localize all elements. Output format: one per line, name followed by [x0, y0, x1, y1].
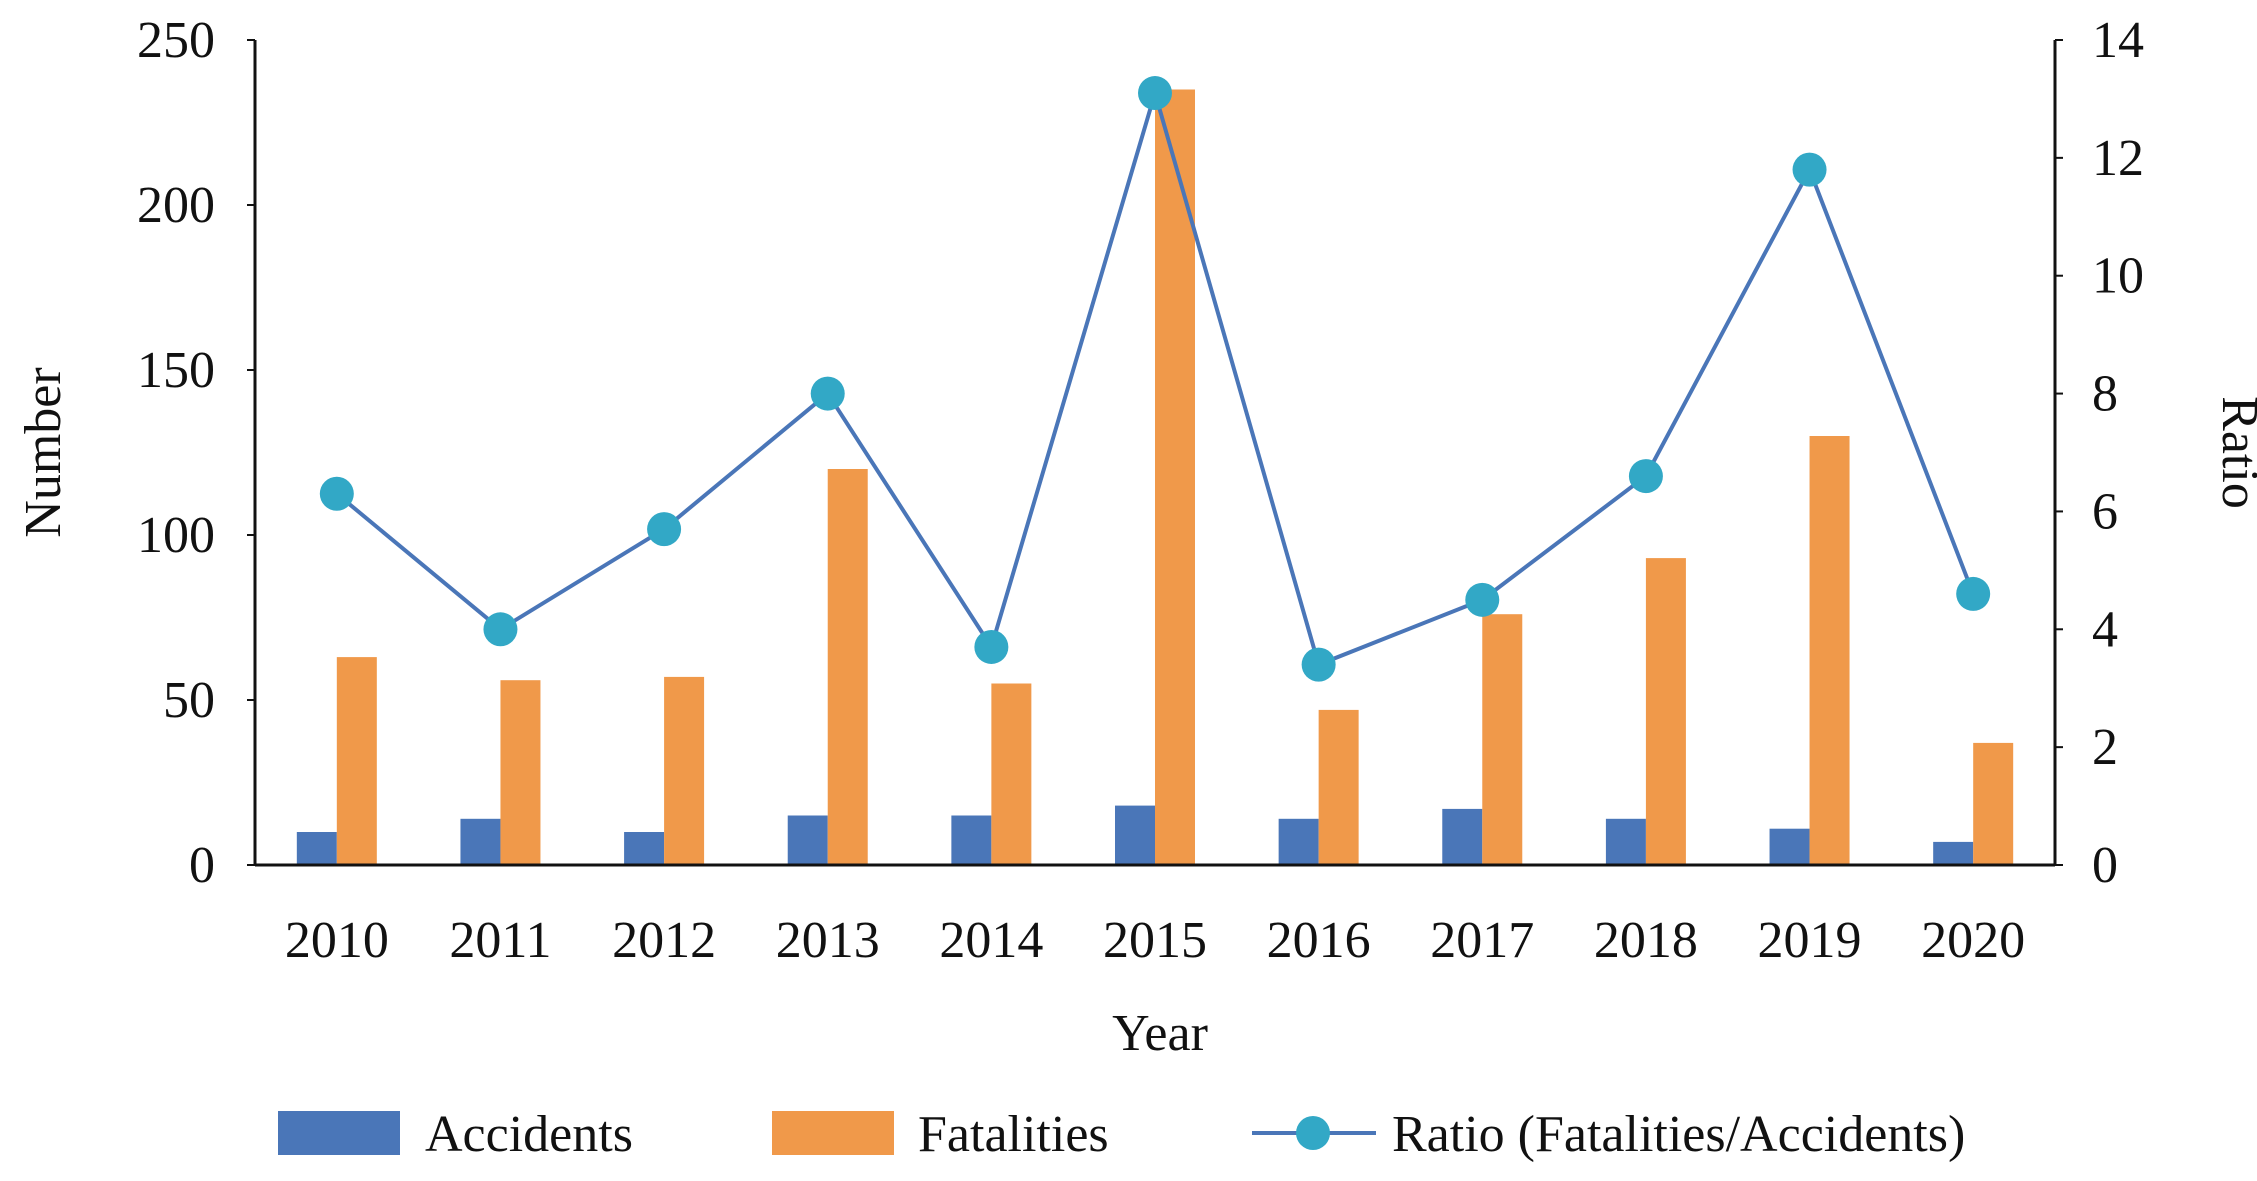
bar-fatalities-2020 — [1973, 742, 2014, 865]
legend-label-ratio: Ratio (Fatalities/Accidents) — [1392, 1106, 1965, 1163]
legend-label-fatalities: Fatalities — [918, 1106, 1109, 1163]
right-tick-label-0: 0 — [2092, 837, 2118, 894]
ratio-point-2011 — [483, 612, 518, 647]
x-tick-label-2014: 2014 — [939, 912, 1043, 969]
ratio-point-2016 — [1301, 647, 1336, 682]
legend-marker-ratio — [1296, 1116, 1330, 1150]
right-tick-label-10: 10 — [2092, 248, 2144, 305]
x-tick-label-2017: 2017 — [1430, 912, 1534, 969]
bar-fatalities-2016 — [1318, 709, 1359, 865]
left-tick-label-50: 50 — [163, 672, 215, 729]
ratio-point-2010 — [319, 476, 354, 511]
right-tick-label-12: 12 — [2092, 130, 2144, 187]
x-tick-label-2010: 2010 — [285, 912, 389, 969]
bar-accidents-2015 — [1115, 805, 1155, 865]
bar-accidents-2019 — [1769, 828, 1810, 865]
legend-swatch-accidents — [278, 1111, 400, 1155]
bar-accidents-2020 — [1933, 841, 1974, 865]
x-tick-label-2015: 2015 — [1103, 912, 1207, 969]
bar-fatalities-2012 — [664, 676, 705, 865]
left-tick-label-250: 250 — [137, 12, 215, 69]
right-tick-label-14: 14 — [2092, 12, 2144, 69]
bar-accidents-2012 — [624, 832, 665, 865]
bar-fatalities-2014 — [991, 683, 1032, 865]
bar-accidents-2014 — [951, 815, 992, 865]
bar-fatalities-2013 — [827, 469, 868, 865]
x-tick-label-2018: 2018 — [1594, 912, 1698, 969]
ratio-point-2013 — [810, 376, 845, 411]
ratio-point-2014 — [974, 629, 1009, 664]
bar-fatalities-2019 — [1809, 436, 1850, 865]
x-tick-label-2011: 2011 — [449, 912, 551, 969]
x-axis-title: Year — [1112, 1005, 1208, 1062]
bar-accidents-2011 — [460, 818, 501, 865]
x-tick-label-2019: 2019 — [1758, 912, 1862, 969]
bar-fatalities-2010 — [336, 657, 377, 865]
left-tick-label-0: 0 — [189, 837, 215, 894]
bar-fatalities-2018 — [1645, 558, 1686, 865]
x-tick-label-2013: 2013 — [776, 912, 880, 969]
left-tick-label-100: 100 — [137, 507, 215, 564]
ratio-point-2018 — [1628, 459, 1663, 494]
right-tick-label-8: 8 — [2092, 366, 2118, 423]
bar-fatalities-2015 — [1155, 89, 1195, 865]
legend-label-accidents: Accidents — [425, 1106, 633, 1163]
ratio-point-2012 — [647, 512, 682, 547]
x-tick-label-2020: 2020 — [1921, 912, 2025, 969]
bar-accidents-2018 — [1605, 818, 1646, 865]
right-tick-label-6: 6 — [2092, 483, 2118, 540]
ratio-point-2017 — [1465, 582, 1500, 617]
legend-swatch-fatalities — [772, 1111, 894, 1155]
right-tick-label-2: 2 — [2092, 719, 2118, 776]
y-axis-title: Number — [15, 367, 72, 537]
x-tick-label-2012: 2012 — [612, 912, 716, 969]
right-tick-label-4: 4 — [2092, 601, 2118, 658]
bar-fatalities-2011 — [500, 680, 541, 865]
ratio-point-2019 — [1792, 152, 1827, 187]
x-tick-label-2016: 2016 — [1267, 912, 1371, 969]
bar-accidents-2016 — [1278, 818, 1319, 865]
bar-accidents-2017 — [1442, 808, 1483, 865]
bar-accidents-2013 — [787, 815, 828, 865]
ratio-point-2015 — [1138, 76, 1172, 111]
left-tick-label-150: 150 — [137, 342, 215, 399]
ratio-point-2020 — [1956, 576, 1991, 611]
bar-fatalities-2017 — [1482, 614, 1523, 865]
bar-accidents-2010 — [296, 832, 337, 865]
left-tick-label-200: 200 — [137, 177, 215, 234]
y2-axis-title: Ratio — [2211, 396, 2257, 509]
